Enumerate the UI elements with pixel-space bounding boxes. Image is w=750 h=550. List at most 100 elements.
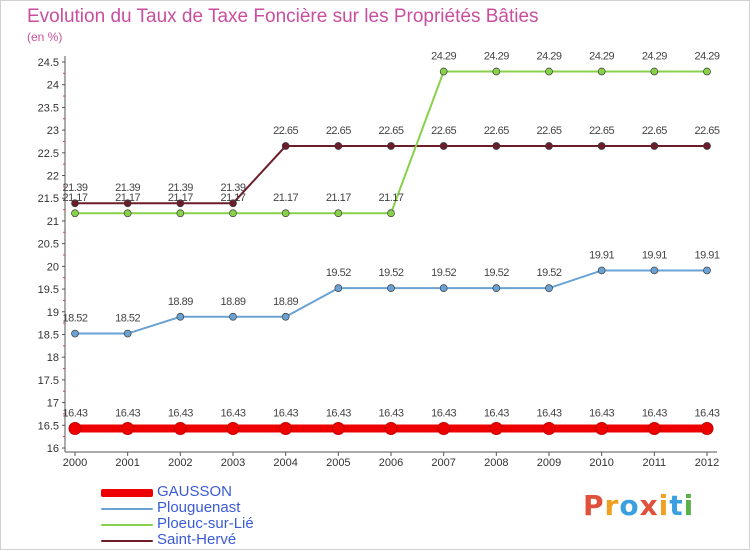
data-point: [229, 312, 237, 321]
data-point: [281, 142, 290, 150]
x-tick-label: 2004: [273, 457, 297, 469]
data-label: 21.17: [326, 192, 351, 204]
y-tick-label: 23: [47, 125, 59, 137]
y-tick-label: 24.5: [38, 57, 59, 69]
y-tick-label: 20: [47, 261, 59, 273]
x-tick-label: 2005: [326, 457, 350, 469]
data-label: 22.65: [378, 125, 403, 137]
data-point: [176, 209, 185, 218]
data-label: 16.43: [168, 407, 193, 419]
y-tick-label: 20.5: [38, 239, 59, 251]
legend-label: Plouguenast: [157, 499, 241, 516]
data-point: [123, 199, 132, 208]
x-tick-label: 2008: [484, 457, 508, 469]
legend-swatch: [101, 524, 153, 526]
data-label: 16.43: [378, 407, 403, 419]
data-label: 22.65: [694, 125, 719, 137]
data-point: [492, 284, 501, 293]
logo-letter: r: [604, 489, 620, 522]
data-label: 16.43: [273, 407, 298, 419]
data-label: 21.39: [62, 182, 87, 194]
chart-title: Evolution du Taux de Taxe Foncière sur l…: [27, 6, 539, 27]
data-point: [650, 142, 659, 150]
data-label: 24.29: [694, 51, 719, 63]
data-point: [71, 199, 79, 208]
data-point: [279, 421, 293, 435]
x-tick-label: 2012: [695, 457, 719, 469]
data-label: 19.52: [326, 267, 351, 279]
data-point: [700, 421, 714, 435]
data-point: [176, 199, 185, 208]
data-point: [123, 329, 132, 338]
line-chart: 16 16.5 17 17.5 18 18.5 19 19.5 20 20.5 21 21.5 22 22…: [38, 51, 721, 469]
data-label: 16.43: [536, 407, 561, 419]
data-point: [229, 199, 237, 208]
data-point: [545, 67, 553, 76]
proxiti-logo: Proxiti: [583, 489, 694, 522]
x-tick-label: 2006: [379, 457, 403, 469]
data-label: 16.43: [62, 407, 87, 419]
data-point: [492, 67, 501, 76]
data-point: [703, 266, 711, 275]
data-label: 21.17: [273, 192, 298, 204]
data-point: [439, 142, 448, 150]
data-label: 22.65: [536, 125, 561, 137]
data-point: [650, 266, 659, 275]
data-label: 19.91: [589, 249, 614, 261]
data-label: 16.43: [484, 407, 509, 419]
data-point: [387, 209, 395, 218]
data-label: 24.29: [484, 51, 509, 63]
data-label: 16.43: [115, 407, 140, 419]
data-point: [439, 67, 448, 76]
data-point: [123, 209, 132, 218]
x-tick-label: 2009: [537, 457, 561, 469]
logo-letter: P: [583, 489, 605, 522]
y-tick-label: 18.5: [38, 329, 59, 341]
y-tick-label: 22: [47, 171, 59, 183]
data-label: 18.89: [168, 296, 193, 308]
data-label: 24.29: [536, 51, 561, 63]
data-label: 16.43: [642, 407, 667, 419]
data-point: [439, 284, 448, 293]
y-tick-label: 17.5: [38, 375, 59, 387]
y-tick-label: 18: [47, 352, 59, 364]
logo-letter: i: [658, 489, 670, 522]
data-label: 22.65: [326, 125, 351, 137]
legend-swatch: [101, 540, 153, 542]
data-point: [334, 142, 343, 150]
data-label: 18.52: [115, 313, 140, 325]
y-tick-label: 17: [47, 398, 59, 410]
data-label: 22.65: [431, 125, 456, 137]
data-point: [121, 421, 135, 435]
data-label: 16.43: [589, 407, 614, 419]
x-tick-label: 2000: [63, 457, 87, 469]
data-point: [492, 142, 501, 150]
data-label: 19.52: [431, 267, 456, 279]
logo-letter: x: [639, 489, 659, 522]
data-point: [545, 142, 553, 150]
logo-letter: t: [669, 489, 684, 522]
data-label: 21.17: [62, 192, 87, 204]
data-point: [703, 142, 711, 150]
y-tick-label: 16: [47, 443, 59, 455]
data-point: [542, 421, 556, 435]
y-tick-label: 21.5: [38, 193, 59, 205]
data-label: 24.29: [642, 51, 667, 63]
data-label: 22.65: [273, 125, 298, 137]
data-label: 21.17: [168, 192, 193, 204]
data-label: 16.43: [220, 407, 245, 419]
data-label: 16.43: [431, 407, 456, 419]
data-label: 24.29: [589, 51, 614, 63]
data-label: 24.29: [431, 51, 456, 63]
x-tick-label: 2001: [115, 457, 139, 469]
data-point: [384, 421, 398, 435]
unit-label: (en %): [27, 30, 63, 44]
x-tick-label: 2002: [168, 457, 192, 469]
y-tick-label: 21: [47, 216, 59, 228]
y-tick-label: 16.5: [38, 420, 59, 432]
data-point: [597, 67, 606, 76]
data-point: [68, 421, 82, 435]
data-label: 21.17: [220, 192, 245, 204]
data-point: [331, 421, 345, 435]
